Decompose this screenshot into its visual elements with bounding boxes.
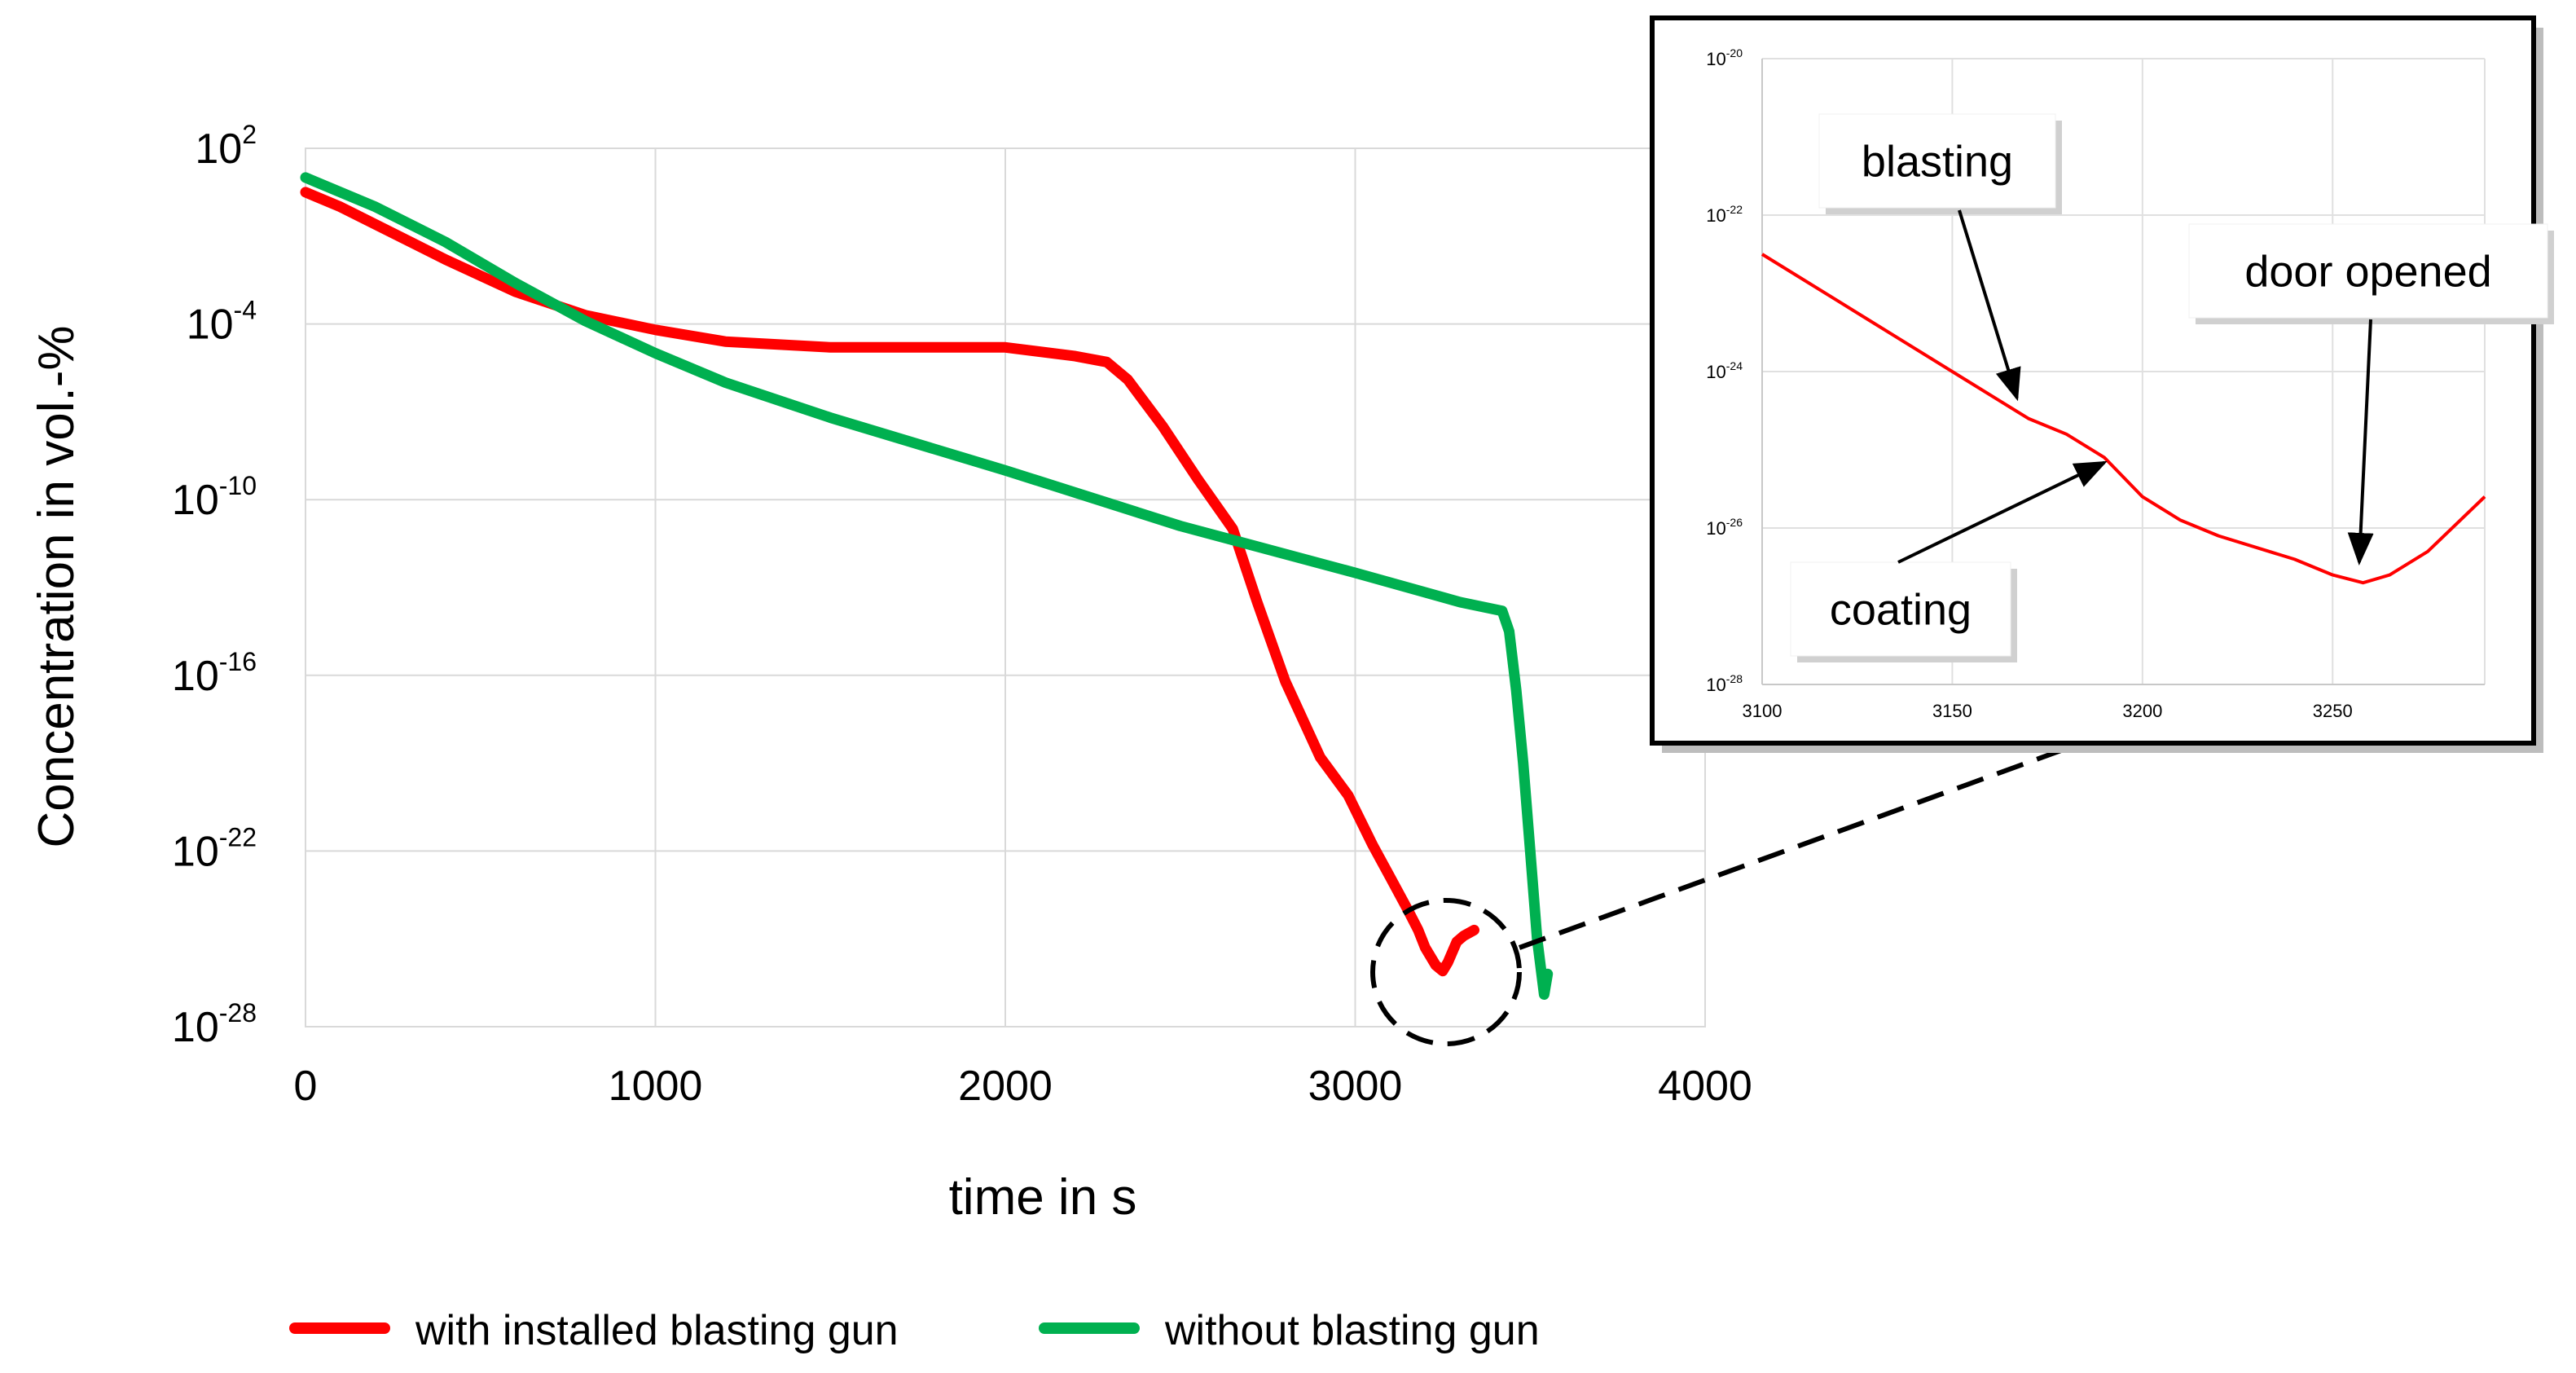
- main-y-tick-label: 10-4: [187, 296, 257, 349]
- inset-x-tick-labels: 3100 3150 3200 3250: [1743, 701, 2353, 721]
- y-axis-title: Concentration in vol.-%: [29, 326, 85, 848]
- legend-label-without-gun: without blasting gun: [1164, 1307, 1540, 1354]
- main-x-tick-label: 0: [294, 1063, 318, 1110]
- inset-plot-frame: [1761, 59, 2485, 685]
- zoom-indicator: [1370, 739, 2087, 1046]
- inset-annotations: blasting coating door opened: [1790, 113, 2554, 662]
- main-series-lines: [300, 172, 1554, 1000]
- inset-x-tick-label: 3150: [1932, 701, 1972, 721]
- inset-y-tick-label: 10-20: [1706, 46, 1743, 69]
- annotation-label: blasting: [1862, 138, 2013, 187]
- inset-y-tick-labels: 10-20 10-22 10-24 10-26 10-28: [1706, 46, 1743, 695]
- main-y-tick-label: 10-16: [172, 647, 257, 700]
- main-plot: 0 1000 2000 3000 4000 102 10-4 10-10 10-16 10-22…: [29, 120, 1752, 1226]
- inset-y-tick-label: 10-26: [1706, 516, 1743, 539]
- inset-y-tick-label: 10-28: [1706, 672, 1743, 695]
- annotation-box: [2188, 223, 2548, 319]
- main-y-tick-labels: 102 10-4 10-10 10-16 10-22 10-28: [172, 120, 257, 1051]
- main-y-tick-label: 10-10: [172, 471, 257, 524]
- annotation-arrow: [1897, 460, 2108, 564]
- main-y-tick-label: 102: [195, 120, 257, 173]
- annotation-box: [1818, 113, 2056, 209]
- annotation-arrow: [1958, 209, 2021, 402]
- inset-series-lines: [1761, 253, 2486, 585]
- main-x-tick-label: 1000: [609, 1063, 703, 1110]
- inset-box: [1650, 15, 2536, 746]
- annotation-box: [1790, 561, 2011, 657]
- inset-y-tick-label: 10-22: [1706, 203, 1743, 226]
- x-axis-title: time in s: [949, 1169, 1137, 1226]
- annotation-label: door opened: [2244, 248, 2491, 297]
- zoom-connector: [1518, 739, 2087, 950]
- inset-x-tick-label: 3250: [2313, 701, 2353, 721]
- legend-label-with-gun: with installed blasting gun: [415, 1307, 899, 1354]
- main-x-tick-labels: 0 1000 2000 3000 4000: [294, 1063, 1752, 1110]
- inset-chart: 3100 3150 3200 3250 10-2010-2210-2410-2610-…: [1650, 15, 2554, 753]
- inset-series-line-with-gun: [1761, 253, 2486, 585]
- main-series-line-without-gun: [300, 172, 1554, 1000]
- main-x-tick-label: 2000: [958, 1063, 1053, 1110]
- inset-y-tick-label: 10-24: [1706, 359, 1743, 382]
- annotation-label: coating: [1830, 586, 1972, 635]
- annotation-arrow: [2347, 319, 2374, 565]
- main-series-line-with-gun: [300, 187, 1479, 977]
- main-y-tick-label: 10-22: [172, 822, 257, 875]
- inset-x-tick-label: 3100: [1743, 701, 1783, 721]
- main-x-tick-label: 3000: [1308, 1063, 1403, 1110]
- inset-x-tick-label: 3200: [2122, 701, 2162, 721]
- legend: with installed blasting gun without blas…: [289, 1307, 1540, 1354]
- zoom-circle: [1370, 898, 1522, 1046]
- main-y-tick-label: 10-28: [172, 998, 257, 1051]
- main-x-tick-label: 4000: [1658, 1063, 1752, 1110]
